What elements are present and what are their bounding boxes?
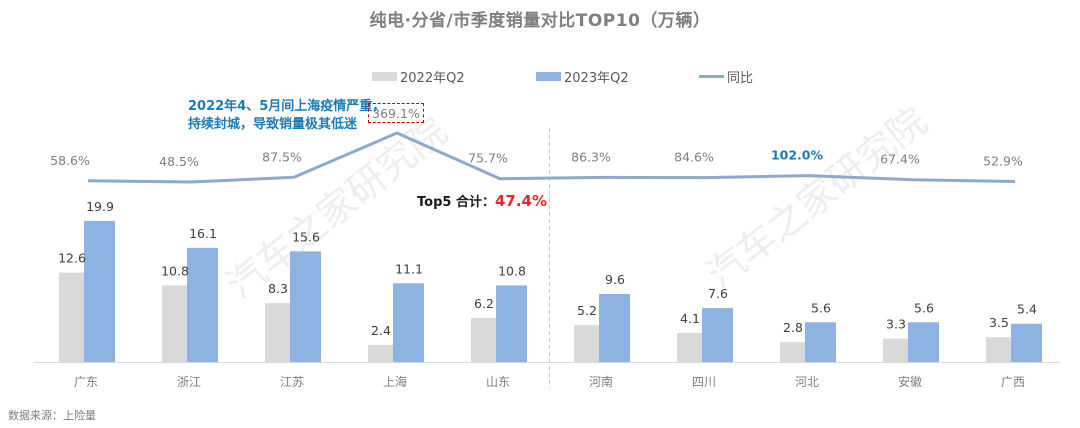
bar-value-2022q2: 2.4 <box>371 323 391 338</box>
yoy-value: 52.9% <box>983 153 1023 168</box>
bar-2022q2 <box>986 337 1011 362</box>
bar-value-2022q2: 12.6 <box>58 251 86 266</box>
yoy-value: 84.6% <box>674 150 714 165</box>
legend-item-2023q2[interactable]: 2023年Q2 <box>536 67 629 86</box>
yoy-value: 67.4% <box>880 152 920 167</box>
category-label: 四川 <box>692 375 716 389</box>
bar-value-2023q2: 5.6 <box>914 300 934 315</box>
data-source: 数据来源：上险量 <box>8 409 96 422</box>
bar-value-2022q2: 5.2 <box>577 303 597 318</box>
legend-label-yoy: 同比 <box>727 71 754 86</box>
top5-label: Top5 合计： <box>417 195 495 210</box>
yoy-value: 58.6% <box>50 153 90 168</box>
category-label: 山东 <box>486 375 510 389</box>
legend-item-2022q2[interactable]: 2022年Q2 <box>372 67 465 86</box>
chart-title: 纯电·分省/市季度销量对比TOP10（万辆） <box>369 11 711 31</box>
category-label: 河南 <box>589 374 613 389</box>
annotation-line-2: 持续封城，导致销量极其低迷 <box>188 117 358 132</box>
bar-value-2022q2: 3.5 <box>989 315 1009 330</box>
top5-value: 47.4% <box>494 192 547 210</box>
bar-2023q2 <box>393 283 424 362</box>
bar-labels: 12.6 19.9 10.8 16.1 8.3 15.6 2.4 11.1 6.2 10.8 5.2… <box>58 199 1037 338</box>
bar-2022q2 <box>574 325 599 362</box>
bar-2023q2 <box>1011 323 1042 362</box>
legend-swatch-2022q2 <box>372 72 397 81</box>
bar-2023q2 <box>187 247 218 362</box>
bar-2022q2 <box>677 332 702 362</box>
bar-2023q2 <box>496 285 527 362</box>
legend-swatch-2023q2 <box>536 72 561 81</box>
category-label: 浙江 <box>177 375 201 389</box>
bar-value-2022q2: 2.8 <box>783 320 803 335</box>
bar-2023q2 <box>290 251 321 362</box>
bar-2022q2 <box>368 344 393 362</box>
bar-value-2022q2: 4.1 <box>680 311 700 326</box>
bar-2022q2 <box>59 272 84 362</box>
bar-value-2023q2: 9.6 <box>605 272 625 287</box>
legend-item-yoy[interactable]: 同比 <box>699 67 753 86</box>
yoy-value: 86.3% <box>571 149 611 164</box>
bar-2023q2 <box>805 322 836 362</box>
bar-2022q2 <box>162 285 187 362</box>
bar-2023q2 <box>908 322 939 362</box>
bars <box>59 220 1042 362</box>
yoy-value: 87.5% <box>262 149 302 164</box>
bar-2022q2 <box>265 303 290 362</box>
shanghai-annotation: 2022年4、5月间上海疫情严重， 持续封城，导致销量极其低迷 <box>188 98 385 134</box>
peak-label-box: 369.1% <box>368 103 424 123</box>
bar-value-2023q2: 5.4 <box>1017 302 1037 317</box>
yoy-value: 75.7% <box>468 151 508 166</box>
category-label: 江苏 <box>280 375 304 389</box>
bar-value-2023q2: 16.1 <box>189 226 217 241</box>
category-label: 上海 <box>383 374 407 389</box>
yoy-line <box>87 131 1016 184</box>
bar-2023q2 <box>702 308 733 362</box>
bar-2023q2 <box>84 220 115 362</box>
category-label: 安徽 <box>898 374 922 389</box>
bar-value-2023q2: 7.6 <box>708 286 728 301</box>
bar-value-2022q2: 3.3 <box>886 317 906 332</box>
bar-value-2022q2: 10.8 <box>161 263 189 278</box>
annotation-line-1: 2022年4、5月间上海疫情严重， <box>188 99 386 114</box>
top5-total: Top5 合计：47.4% <box>417 191 547 210</box>
bar-value-2022q2: 8.3 <box>268 281 288 296</box>
bar-2022q2 <box>883 338 908 362</box>
legend-label-2022q2: 2022年Q2 <box>400 71 465 86</box>
yoy-labels: 58.6% 48.5% 87.5% 75.7% 86.3% 84.6% 102.0% 67.4… <box>50 148 1023 169</box>
category-labels: 广东 浙江 江苏 上海 山东 河南 四川 河北 安徽 广西 <box>74 374 1025 389</box>
bar-value-2022q2: 6.2 <box>474 296 494 311</box>
bar-value-2023q2: 15.6 <box>292 229 320 244</box>
category-label: 河北 <box>795 375 819 389</box>
bar-2023q2 <box>599 293 630 362</box>
yoy-value: 48.5% <box>159 154 199 169</box>
bar-2022q2 <box>780 342 805 362</box>
bar-value-2023q2: 10.8 <box>498 263 526 278</box>
watermark-text: 汽车之家研究院 <box>698 99 935 297</box>
category-label: 广西 <box>1001 375 1025 389</box>
legend-label-2023q2: 2023年Q2 <box>564 71 629 86</box>
category-label: 广东 <box>74 375 98 389</box>
bar-value-2023q2: 19.9 <box>86 199 114 214</box>
legend-swatch-yoy <box>699 75 724 78</box>
yoy-value: 102.0% <box>771 148 824 163</box>
bar-2022q2 <box>471 318 496 362</box>
bar-value-2023q2: 5.6 <box>811 300 831 315</box>
legend: 2022年Q2 2023年Q2 同比 <box>0 67 1080 86</box>
bar-value-2023q2: 11.1 <box>395 261 423 276</box>
